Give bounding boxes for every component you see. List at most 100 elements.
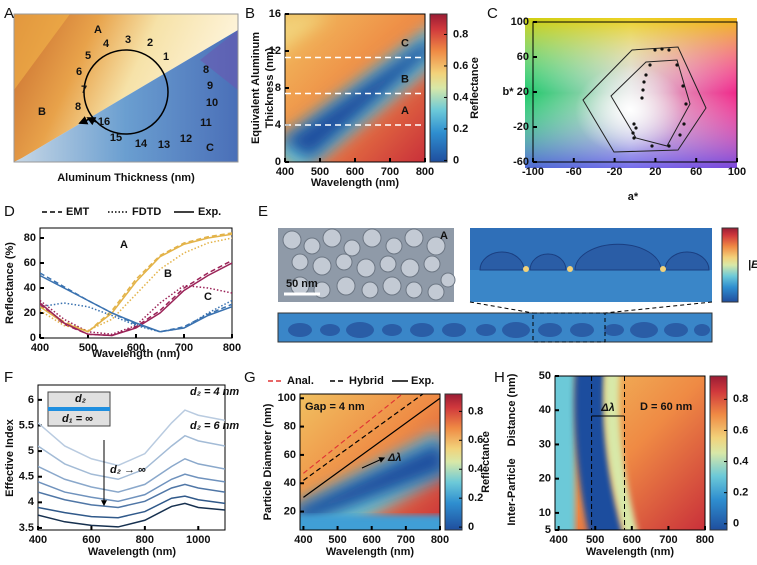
region-label: A [401, 105, 409, 117]
panel-label: F [4, 369, 13, 386]
y-tick-label: 40 [24, 282, 36, 294]
y-tick-label: 20 [284, 505, 296, 517]
y-tick-label: 30 [539, 438, 551, 450]
axis-label: Inter-Particle [506, 458, 518, 525]
panel-label: E [258, 203, 268, 220]
sem-image [278, 228, 456, 302]
legend-label: Exp. [411, 375, 434, 387]
fit-line [303, 397, 440, 498]
colorbar-tick-label: 0 [468, 521, 474, 533]
axis-label: b* [503, 86, 515, 98]
curve [38, 409, 225, 467]
x-tick-label: 100 [728, 166, 746, 178]
curve [38, 495, 225, 519]
annotation: Gap = 4 nm [305, 401, 365, 413]
curve-label: A [120, 239, 128, 251]
colorbar-tick-label: 0.6 [468, 434, 483, 446]
y-tick-label: 80 [24, 232, 36, 244]
curve-label: C [204, 291, 212, 303]
panel-label: H [494, 369, 505, 386]
x-tick-label: -20 [607, 166, 623, 178]
axis-label: Wavelength (nm) [586, 546, 675, 558]
plot-frame [37, 384, 226, 531]
inset [47, 391, 111, 427]
axis-label: Effective Index [4, 418, 16, 497]
curve [38, 473, 225, 503]
y-tick-label: 20 [517, 86, 529, 98]
region-label: C [206, 142, 214, 154]
y-tick-label: 8 [275, 82, 281, 94]
y-tick-label: 0 [30, 332, 36, 344]
scale-bar-label: 50 nm [286, 278, 318, 290]
x-tick-label: 700 [659, 534, 677, 546]
y-tick-label: 16 [269, 8, 281, 20]
y-tick-label: 5 [28, 445, 34, 457]
colorbar-label: Reflectance [469, 57, 481, 119]
curve [38, 483, 225, 509]
x-tick-label: 600 [127, 342, 145, 354]
region-label: B [401, 73, 409, 85]
x-tick-label: 800 [431, 534, 449, 546]
x-tick-label: -60 [566, 166, 582, 178]
marker-label: 9 [207, 80, 213, 92]
colorbar-tick-label: 0.2 [453, 123, 468, 135]
x-tick-label: 400 [549, 534, 567, 546]
legend-label: EMT [66, 206, 90, 218]
x-tick-label: 800 [136, 534, 154, 546]
inset-label: d₁ = ∞ [62, 413, 93, 425]
y-tick-label: 10 [539, 507, 551, 519]
y-tick-label: 0 [275, 156, 281, 168]
colorbar-tick-label: 0 [453, 154, 459, 166]
annotation: Δλ [387, 452, 402, 464]
axis-label: Wavelength (nm) [88, 546, 177, 558]
x-tick-label: 700 [381, 166, 399, 178]
y-tick-label: -60 [513, 156, 529, 168]
curve [40, 262, 232, 337]
marker-label: 10 [206, 97, 218, 109]
x-tick-label: 800 [223, 342, 241, 354]
plot-frame [299, 393, 441, 531]
curve [40, 232, 232, 333]
colorbar-tick-label: 0.4 [453, 91, 469, 103]
curve [40, 259, 232, 337]
y-tick-label: 5.5 [19, 419, 34, 431]
colorbar-tick-label: 0.8 [733, 393, 748, 405]
plot-frame [554, 375, 706, 531]
arrow [361, 457, 386, 469]
marker-label: 6 [76, 66, 82, 78]
panel-label: C [487, 5, 498, 22]
marker-label: 3 [125, 34, 131, 46]
y-tick-label: 50 [539, 370, 551, 382]
fit-line [303, 394, 424, 481]
marker-label: 12 [180, 133, 192, 145]
y-tick-label: 4 [28, 496, 35, 508]
color-space [525, 18, 737, 168]
region-label: A [94, 24, 102, 36]
legend-label: Anal. [287, 375, 314, 387]
colorbar-tick-label: 0.2 [733, 487, 748, 499]
y-tick-label: 5 [545, 524, 551, 536]
panel-label: B [245, 5, 255, 22]
marker-label: 7 [81, 84, 87, 96]
legend-label: Hybrid [349, 375, 384, 387]
fit-line [303, 394, 403, 474]
axis-label: Distance (nm) [506, 373, 518, 446]
x-tick-label: 600 [82, 534, 100, 546]
x-tick-label: 700 [175, 342, 193, 354]
marker-label: 16 [98, 116, 110, 128]
legend-label: Exp. [198, 206, 221, 218]
colorbar-tick-label: 0.4 [733, 455, 749, 467]
x-tick-label: 600 [363, 534, 381, 546]
x-tick-label: 800 [416, 166, 434, 178]
curve [38, 434, 225, 481]
curve [38, 457, 225, 493]
region-label: B [38, 106, 46, 118]
photo [14, 14, 238, 162]
x-tick-label: 400 [276, 166, 294, 178]
axis-label: Thickness (nm) [264, 47, 276, 128]
curve-label: B [164, 268, 172, 280]
y-tick-label: 100 [278, 392, 296, 404]
colorbar-tick-label: 0.2 [468, 492, 483, 504]
marker-label: 15 [110, 132, 122, 144]
